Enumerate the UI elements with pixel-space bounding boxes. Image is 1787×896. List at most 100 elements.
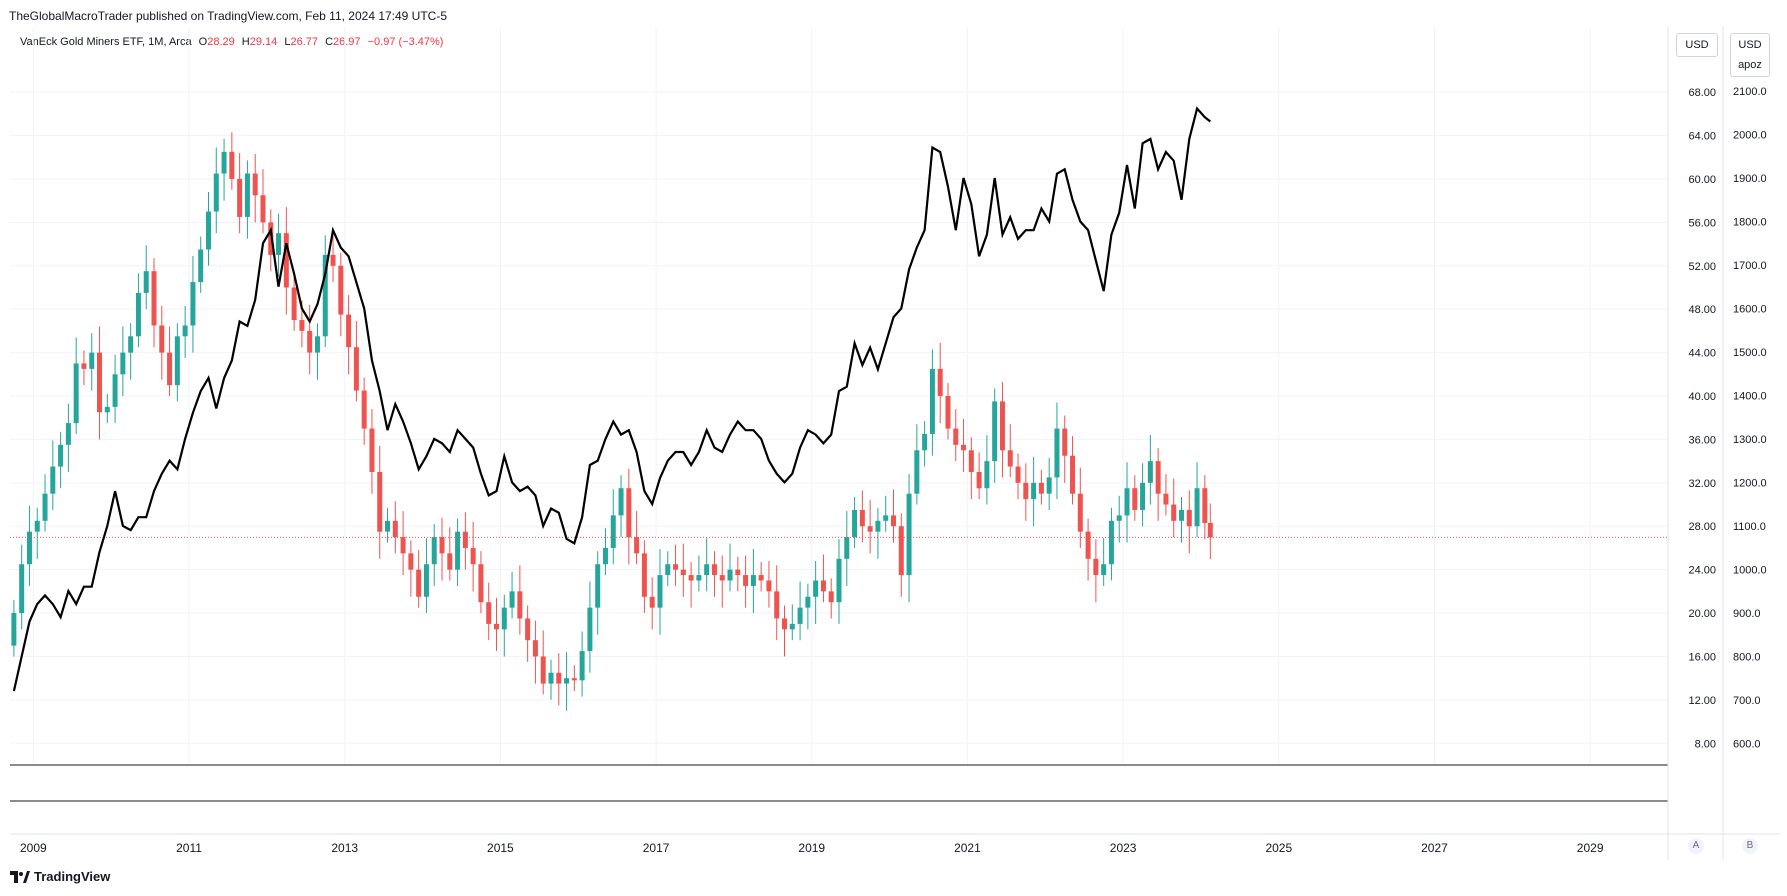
candle-body bbox=[478, 564, 484, 603]
brand-name: TradingView bbox=[34, 869, 111, 884]
candle-body bbox=[813, 580, 819, 597]
right-scale-name: apoz bbox=[1738, 59, 1762, 71]
candle-body bbox=[494, 623, 500, 630]
legend-symbol[interactable]: VanEck Gold Miners ETF, 1M, Arca bbox=[20, 36, 192, 48]
candle-body bbox=[657, 575, 663, 608]
candle-body bbox=[836, 558, 842, 603]
overlay-tick-label: 1300.0 bbox=[1733, 434, 1767, 446]
candle-body bbox=[1093, 558, 1099, 576]
legend-close-label: C bbox=[325, 36, 334, 48]
candle-body bbox=[97, 352, 103, 413]
candle-body bbox=[143, 271, 149, 293]
candle-body bbox=[602, 547, 608, 565]
time-tick-label: 2017 bbox=[643, 841, 670, 855]
candle-body bbox=[673, 564, 679, 570]
candle-body bbox=[961, 444, 967, 451]
candle-body bbox=[431, 537, 437, 565]
right-currency-button[interactable]: USD apoz bbox=[1730, 33, 1770, 77]
candle-body bbox=[626, 488, 632, 538]
candle-body bbox=[680, 569, 686, 576]
candle-body bbox=[151, 271, 157, 326]
candle-body bbox=[634, 537, 640, 554]
candle-body bbox=[649, 596, 655, 608]
candle-body bbox=[890, 515, 896, 527]
candle-body bbox=[213, 173, 219, 212]
candle-body bbox=[276, 233, 282, 255]
candle-body bbox=[89, 352, 95, 369]
legend-close-value: 26.97 bbox=[333, 36, 361, 48]
candle-body bbox=[392, 520, 398, 538]
overlay-scale-button[interactable]: B bbox=[1742, 838, 1758, 854]
candle-body bbox=[50, 466, 56, 494]
candle-body bbox=[1207, 522, 1213, 538]
candle-body bbox=[1038, 482, 1044, 494]
candle-body bbox=[1023, 482, 1029, 500]
overlay-tick-label: 1600.0 bbox=[1733, 303, 1767, 315]
time-tick-label: 2013 bbox=[331, 841, 358, 855]
candle-body bbox=[26, 531, 32, 565]
candle-body bbox=[135, 292, 141, 337]
candle-body bbox=[704, 564, 710, 576]
legend-open-label: O bbox=[198, 36, 208, 48]
overlay-tick-label: 1900.0 bbox=[1733, 173, 1767, 185]
candle-body bbox=[937, 368, 943, 397]
candle-body bbox=[992, 401, 998, 462]
legend-low-value: 26.77 bbox=[290, 36, 318, 48]
candle-body bbox=[968, 450, 974, 472]
legend-low-label: L bbox=[284, 36, 291, 48]
candle-body bbox=[1202, 488, 1208, 523]
price-tick-label: 32.00 bbox=[1688, 478, 1716, 490]
candle-body bbox=[610, 515, 616, 548]
candle-body bbox=[727, 569, 733, 581]
candle-body bbox=[291, 287, 297, 321]
overlay-tick-label: 1800.0 bbox=[1733, 217, 1767, 229]
candle-body bbox=[859, 509, 865, 527]
auto-scale-button[interactable]: A bbox=[1688, 838, 1704, 854]
candle-body bbox=[517, 591, 523, 619]
candle-body bbox=[525, 618, 531, 641]
candle-body bbox=[618, 488, 624, 516]
candle-body bbox=[898, 526, 904, 576]
left-currency-button[interactable]: USD bbox=[1676, 33, 1718, 57]
candle-body bbox=[556, 672, 562, 684]
grid bbox=[10, 27, 1668, 765]
candle-body bbox=[1147, 461, 1153, 483]
price-tick-label: 64.00 bbox=[1688, 131, 1716, 143]
candle-body bbox=[852, 509, 858, 538]
candle-body bbox=[260, 195, 266, 223]
price-tick-label: 36.00 bbox=[1688, 434, 1716, 446]
candle-body bbox=[237, 178, 243, 217]
candle-body bbox=[65, 423, 71, 445]
candle-body bbox=[906, 493, 912, 576]
candle-body bbox=[104, 406, 110, 413]
candle-body bbox=[688, 575, 694, 581]
legend-high-label: H bbox=[241, 36, 250, 48]
candle-body bbox=[361, 390, 367, 429]
candle-body bbox=[252, 173, 258, 196]
candle-body bbox=[571, 678, 577, 681]
time-tick-label: 2019 bbox=[798, 841, 825, 855]
overlay-tick-label: 1700.0 bbox=[1733, 260, 1767, 272]
candle-body bbox=[696, 575, 702, 581]
candle-body bbox=[999, 401, 1005, 451]
candle-body bbox=[73, 363, 79, 424]
candle-body bbox=[922, 433, 928, 451]
candle-body bbox=[789, 623, 795, 630]
candle-body bbox=[462, 531, 468, 548]
overlay-tick-label: 2000.0 bbox=[1733, 130, 1767, 142]
time-tick-label: 2029 bbox=[1577, 841, 1604, 855]
candle-body bbox=[112, 374, 118, 407]
candle-body bbox=[665, 564, 671, 576]
overlay-tick-label: 700.0 bbox=[1733, 695, 1761, 707]
candle-body bbox=[299, 320, 305, 331]
time-tick-label: 2011 bbox=[176, 841, 202, 855]
overlay-tick-label: 1200.0 bbox=[1733, 477, 1767, 489]
candle-body bbox=[330, 254, 336, 266]
candle-body bbox=[1163, 493, 1169, 505]
candle-body bbox=[782, 618, 788, 630]
candle-body bbox=[711, 564, 717, 576]
candle-body bbox=[875, 520, 881, 532]
legend-high-value: 29.14 bbox=[249, 36, 278, 48]
price-tick-label: 20.00 bbox=[1688, 608, 1716, 620]
candle-body bbox=[984, 461, 990, 489]
